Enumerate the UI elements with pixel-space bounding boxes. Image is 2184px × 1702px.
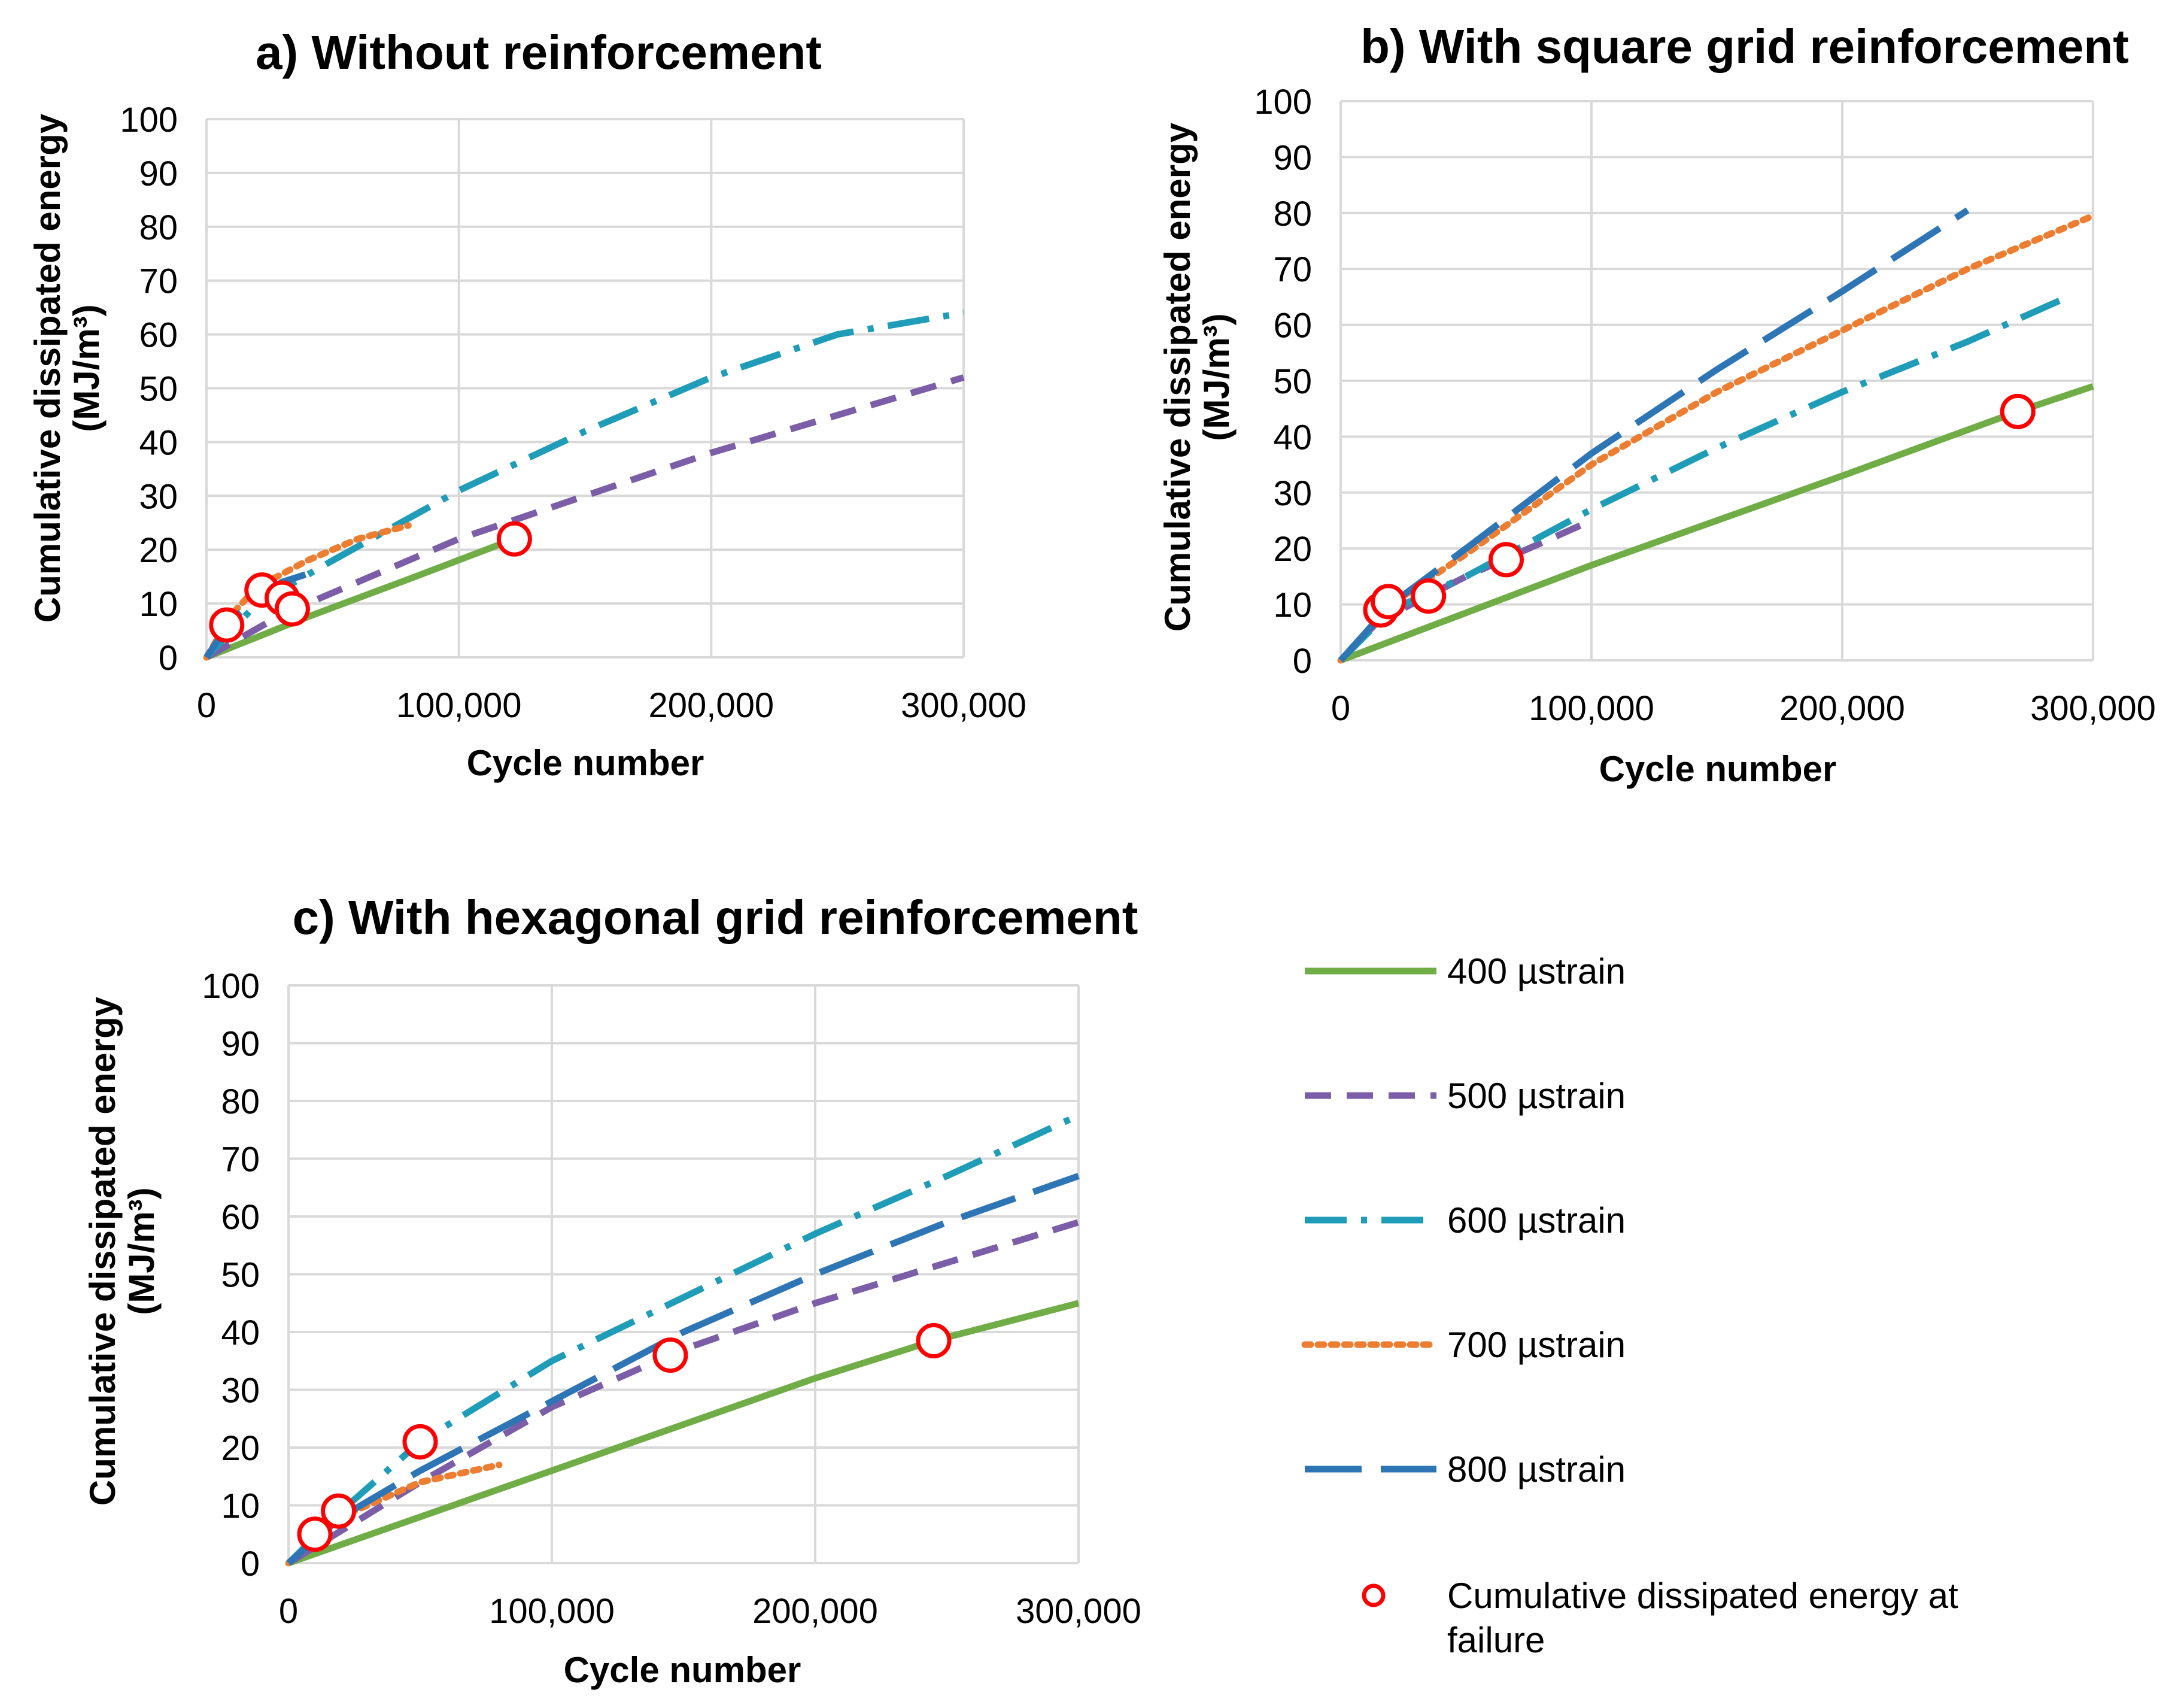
chart-a-ytick-label: 80: [139, 208, 178, 247]
chart-c-ytick-label: 50: [221, 1256, 260, 1295]
chart-b-failure-point: [2000, 393, 2036, 429]
chart-b-ytick-label: 30: [1273, 474, 1312, 513]
chart-a-failure-point: [274, 591, 310, 627]
chart-b-xtick-label: 200,000: [1779, 689, 1905, 728]
chart-b-ytick-label: 60: [1273, 307, 1312, 345]
chart-b-ytick-label: 90: [1273, 138, 1312, 177]
chart-a-ytick-label: 100: [120, 101, 178, 139]
chart-a-ytick-label: 40: [139, 423, 178, 462]
chart-b-series-800: [1338, 207, 1970, 663]
chart-b-ytick-label: 80: [1273, 195, 1312, 233]
legend-label-600: 600 µstrain: [1447, 1200, 1626, 1240]
chart-b-ylabel-line1: Cumulative dissipated energy: [1158, 122, 1198, 632]
chart-a-grid: [205, 118, 965, 659]
chart-c-xlabel: Cycle number: [564, 1650, 801, 1690]
chart-c-ytick-label: 20: [221, 1429, 260, 1468]
chart-a-xlabel: Cycle number: [467, 743, 704, 783]
chart-b-ytick-label: 70: [1273, 250, 1312, 289]
chart-a-series-400: [205, 536, 516, 661]
chart-c-ytick-label: 90: [221, 1025, 260, 1064]
chart-b-ytick-label: 20: [1273, 530, 1312, 569]
chart-c-ytick-label: 30: [221, 1372, 260, 1410]
chart-a-xtick-label: 100,000: [396, 686, 522, 725]
chart-a-ytick-label: 90: [139, 154, 178, 193]
chart-b-ytick-label: 0: [1293, 642, 1312, 681]
chart-a-series-500: [205, 374, 965, 660]
chart-b-failure-point: [1371, 584, 1407, 620]
chart-b-series-400: [1339, 383, 2094, 664]
chart-c-failure-point: [916, 1322, 952, 1358]
chart-a-failure-point: [496, 521, 532, 557]
chart-b-ytick-label: 40: [1273, 418, 1312, 457]
chart-a-ytick-label: 70: [139, 262, 178, 301]
chart-a-ylabel-line2: (MJ/m³): [66, 304, 107, 432]
chart-b-series-700: [1337, 213, 2097, 664]
chart-b-ytick-label: 100: [1254, 83, 1312, 122]
chart-a-ytick-label: 60: [139, 316, 178, 355]
chart-b-ytick-label: 50: [1273, 362, 1312, 401]
chart-b-grid: [1339, 100, 2094, 662]
chart-a-ytick-label: 10: [139, 585, 178, 624]
chart-c-failure-point: [402, 1424, 438, 1460]
chart-c-ytick-label: 80: [221, 1082, 260, 1121]
chart-a-ytick-label: 50: [139, 370, 178, 409]
chart-c-grid: [287, 984, 1080, 1564]
chart-a-title: a) Without reinforcement: [256, 26, 822, 79]
chart-a-series-600: [203, 310, 964, 660]
legend-label-500: 500 µstrain: [1447, 1076, 1626, 1116]
chart-b-ytick-label: 10: [1273, 586, 1312, 625]
chart-a-xtick-label: 200,000: [649, 686, 774, 725]
chart-c-failure-point: [652, 1337, 688, 1373]
legend-label-700: 700 µstrain: [1447, 1325, 1626, 1365]
chart-a-ylabel-line1: Cumulative dissipated energy: [28, 113, 68, 623]
chart-c-series-600: [286, 1112, 1080, 1566]
chart-a-ytick-label: 30: [139, 477, 178, 516]
chart-b-xlabel: Cycle number: [1599, 749, 1837, 789]
chart-b-failure-point: [1489, 542, 1524, 578]
chart-a-ytick-label: 0: [159, 639, 178, 678]
chart-a-ytick-label: 20: [139, 531, 178, 570]
chart-c-ytick-label: 40: [221, 1313, 260, 1352]
legend: 400 µstrain 500 µstrain 600 µstrain 700 …: [1301, 951, 1958, 1660]
chart-c-ytick-label: 0: [241, 1545, 260, 1583]
chart-a-xtick-label: 300,000: [901, 686, 1026, 725]
legend-marker-label-line2: failure: [1447, 1620, 1545, 1660]
chart-b-xtick-label: 300,000: [2030, 689, 2156, 728]
legend-label-400: 400 µstrain: [1447, 951, 1626, 991]
chart-b-ylabel-line2: (MJ/m³): [1196, 313, 1237, 441]
chart-c-ytick-label: 100: [202, 967, 260, 1006]
chart-c-xtick-label: 100,000: [489, 1592, 615, 1631]
chart-c-series-500: [287, 1219, 1080, 1566]
chart-b-square-grid: b) With square grid reinforcement Cumula…: [1158, 20, 2156, 789]
chart-c-title: c) With hexagonal grid reinforcement: [293, 891, 1138, 944]
chart-c-ylabel-line2: (MJ/m³): [121, 1187, 162, 1315]
chart-c-hexagonal-grid: c) With hexagonal grid reinforcement Cum…: [83, 891, 1141, 1690]
chart-c-xtick-label: 300,000: [1016, 1592, 1141, 1631]
chart-b-failure-point: [1411, 578, 1447, 614]
chart-a-failure-point: [209, 607, 245, 643]
legend-label-800: 800 µstrain: [1447, 1449, 1626, 1489]
chart-a-xtick-label: 0: [197, 686, 216, 725]
chart-c-ylabel-line1: Cumulative dissipated energy: [83, 996, 123, 1506]
chart-b-xtick-label: 100,000: [1529, 689, 1654, 728]
legend-failure-marker: [1362, 1583, 1386, 1607]
legend-marker-label-line1: Cumulative dissipated energy at: [1447, 1576, 1958, 1616]
chart-c-ytick-label: 60: [221, 1198, 260, 1237]
chart-c-failure-point: [297, 1516, 333, 1552]
chart-a-without-reinforcement: a) Without reinforcement Cumulative diss…: [28, 26, 1026, 783]
chart-b-title: b) With square grid reinforcement: [1360, 20, 2129, 73]
chart-c-failure-point: [321, 1493, 357, 1529]
chart-c-xtick-label: 0: [279, 1592, 298, 1631]
chart-c-xtick-label: 200,000: [752, 1592, 878, 1631]
chart-b-series-600: [1338, 293, 2070, 663]
chart-c-ytick-label: 10: [221, 1487, 260, 1526]
chart-b-xtick-label: 0: [1331, 689, 1350, 728]
chart-c-ytick-label: 70: [221, 1140, 260, 1179]
